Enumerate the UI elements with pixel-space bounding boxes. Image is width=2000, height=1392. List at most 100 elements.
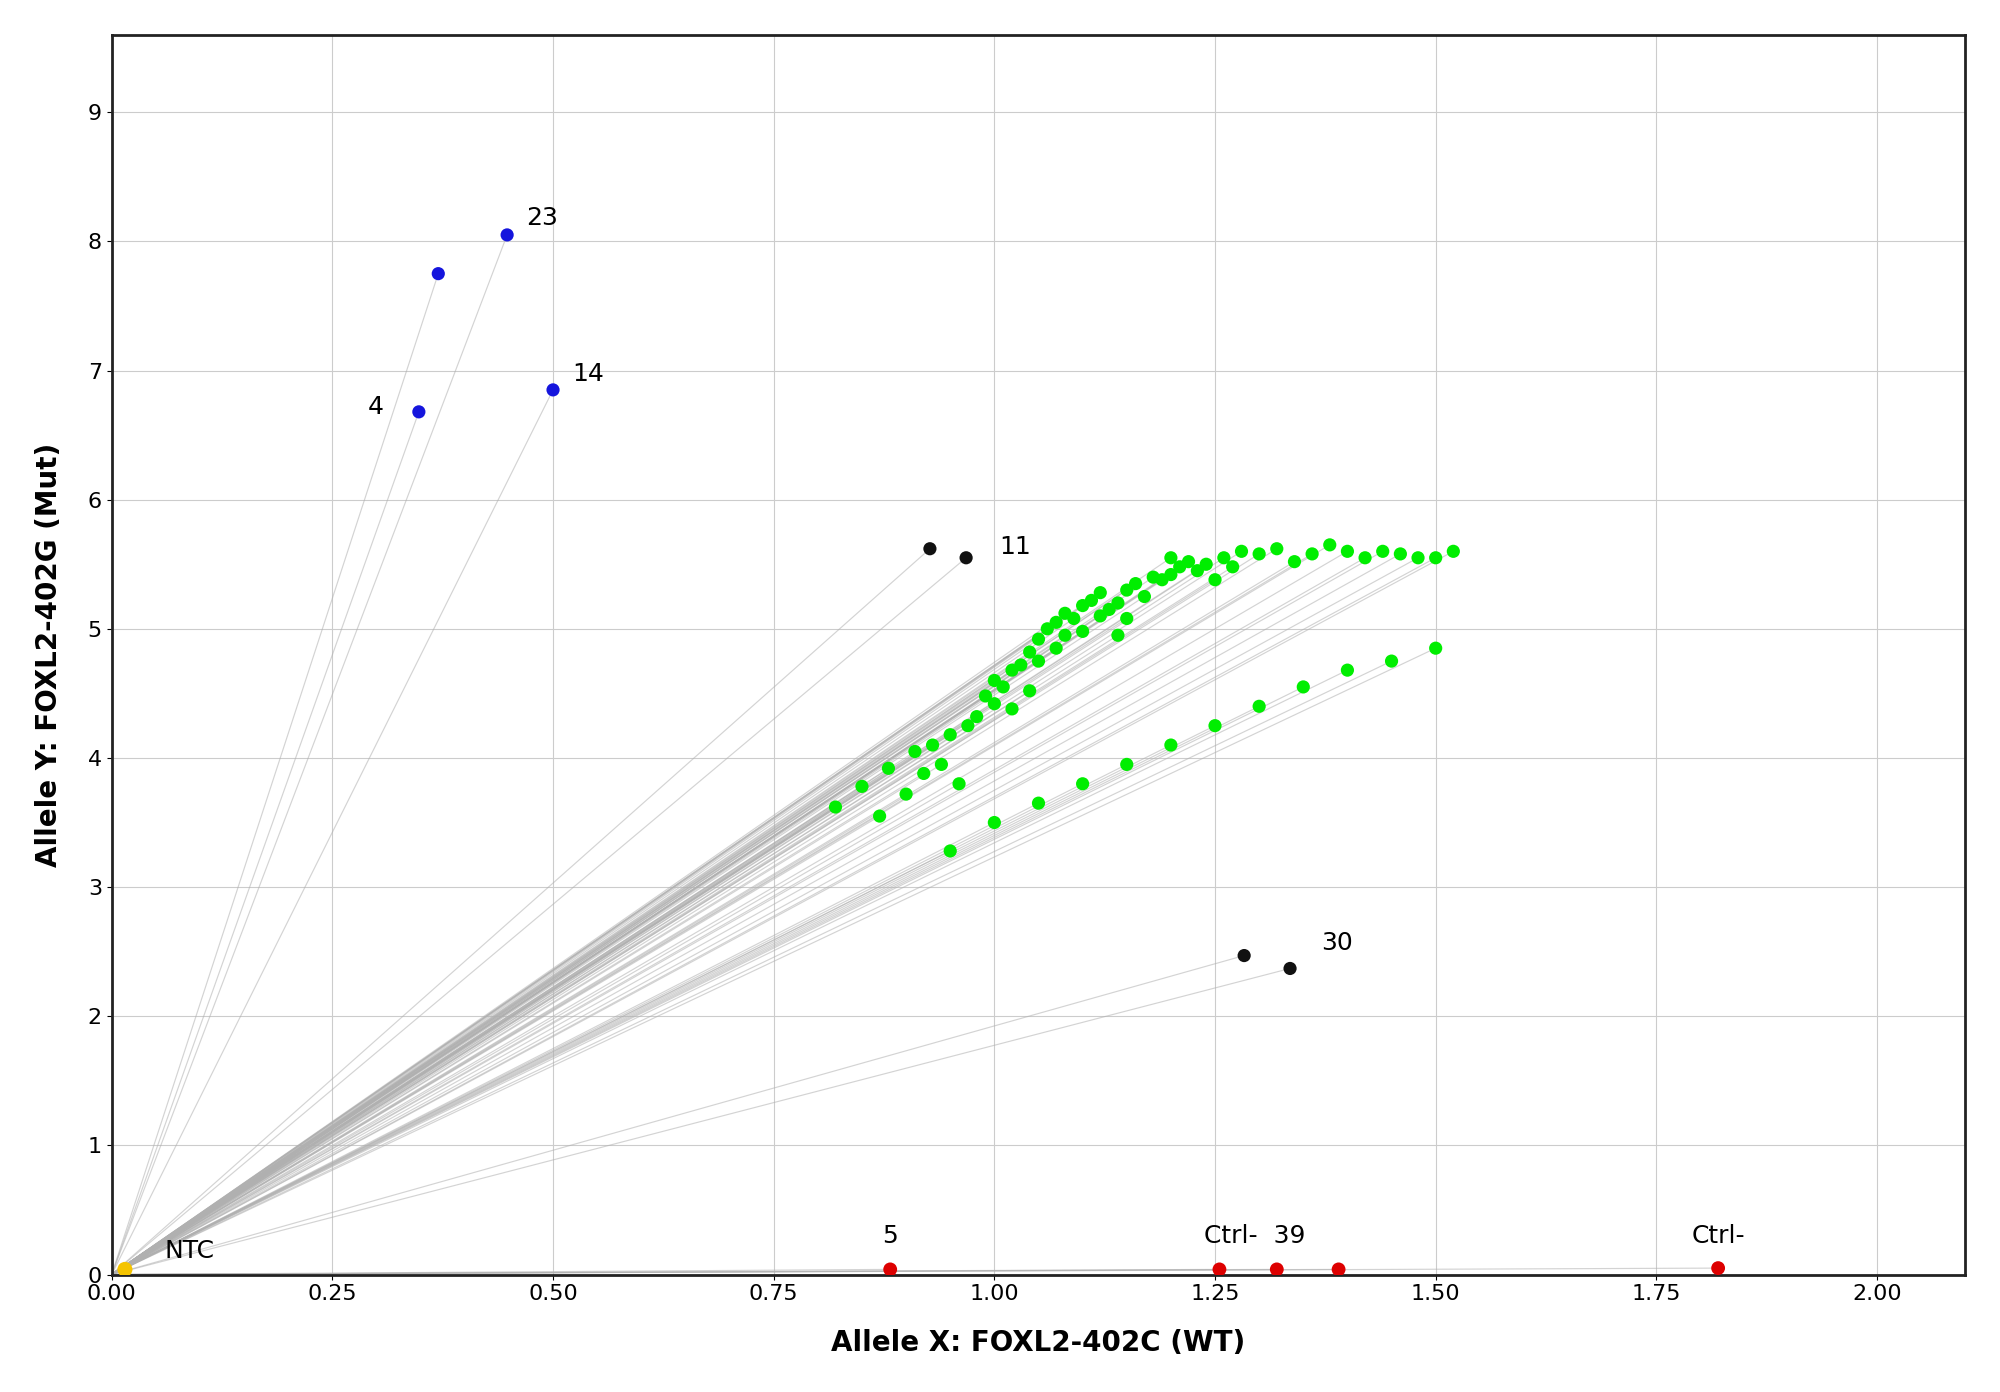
Point xyxy=(1146,568,1178,590)
Text: 4: 4 xyxy=(368,395,384,419)
Point xyxy=(1384,543,1416,565)
Point xyxy=(952,714,984,736)
Point xyxy=(1314,533,1346,555)
Point xyxy=(1228,944,1260,966)
Point xyxy=(1204,1258,1236,1281)
Point xyxy=(988,675,1020,697)
Point xyxy=(1094,599,1126,621)
Point xyxy=(1376,650,1408,672)
Point xyxy=(1154,547,1186,569)
Point xyxy=(1332,540,1364,562)
Point xyxy=(1138,567,1170,589)
Point xyxy=(908,763,940,785)
Text: 11: 11 xyxy=(998,536,1030,560)
Text: 30: 30 xyxy=(1320,931,1352,955)
Point xyxy=(1200,714,1232,736)
Point xyxy=(950,547,982,569)
Point xyxy=(978,670,1010,692)
Point xyxy=(1702,1257,1734,1279)
Point xyxy=(1322,1258,1354,1281)
Point xyxy=(978,812,1010,834)
Point xyxy=(1022,628,1054,650)
Point xyxy=(1076,589,1108,611)
Point xyxy=(874,1258,906,1281)
Point xyxy=(1288,675,1320,697)
Point xyxy=(1226,540,1258,562)
Point xyxy=(1022,792,1054,814)
Text: NTC: NTC xyxy=(164,1239,214,1264)
Point xyxy=(1350,547,1382,569)
Text: 14: 14 xyxy=(572,362,604,387)
Point xyxy=(960,706,992,728)
Point xyxy=(1040,611,1072,633)
Point xyxy=(1110,607,1142,629)
Point xyxy=(1154,564,1186,586)
Point xyxy=(872,757,904,780)
Point xyxy=(890,782,922,805)
Point xyxy=(846,775,878,798)
Point xyxy=(1190,553,1222,575)
Point xyxy=(1260,537,1292,560)
Point xyxy=(1244,695,1276,717)
Y-axis label: Allele Y: FOXL2-402G (Mut): Allele Y: FOXL2-402G (Mut) xyxy=(34,443,62,867)
Text: Ctrl-  39: Ctrl- 39 xyxy=(1204,1224,1306,1247)
Point xyxy=(1366,540,1398,562)
Point xyxy=(914,537,946,560)
Point xyxy=(108,1258,140,1281)
Point xyxy=(1066,773,1098,795)
Point xyxy=(402,401,434,423)
Point xyxy=(1216,555,1248,578)
Point xyxy=(1066,621,1098,643)
Point xyxy=(1032,618,1064,640)
Point xyxy=(1058,607,1090,629)
Point xyxy=(820,796,852,818)
Point xyxy=(1014,679,1046,702)
Text: Ctrl-: Ctrl- xyxy=(1692,1224,1744,1247)
Point xyxy=(934,839,966,862)
Point xyxy=(926,753,958,775)
Point xyxy=(1438,540,1470,562)
Point xyxy=(1244,543,1276,565)
Point xyxy=(1102,624,1134,646)
Point xyxy=(1102,592,1134,614)
Point xyxy=(1022,650,1054,672)
Point xyxy=(1274,958,1306,980)
Point xyxy=(1200,568,1232,590)
Point xyxy=(1110,579,1142,601)
X-axis label: Allele X: FOXL2-402C (WT): Allele X: FOXL2-402C (WT) xyxy=(832,1329,1246,1357)
Point xyxy=(1420,638,1452,660)
Point xyxy=(1084,582,1116,604)
Point xyxy=(978,693,1010,715)
Point xyxy=(1278,550,1310,572)
Point xyxy=(422,263,454,285)
Point xyxy=(492,224,524,246)
Text: 5: 5 xyxy=(882,1224,898,1247)
Point xyxy=(1296,543,1328,565)
Point xyxy=(1208,547,1240,569)
Point xyxy=(1120,572,1152,594)
Point xyxy=(1066,594,1098,617)
Point xyxy=(1048,603,1080,625)
Point xyxy=(1420,547,1452,569)
Point xyxy=(1014,640,1046,663)
Point xyxy=(944,773,976,795)
Point xyxy=(1164,555,1196,578)
Point xyxy=(970,685,1002,707)
Point xyxy=(1110,753,1142,775)
Point xyxy=(1332,658,1364,681)
Point xyxy=(1260,1258,1292,1281)
Point xyxy=(1402,547,1434,569)
Point xyxy=(1040,638,1072,660)
Point xyxy=(996,658,1028,681)
Point xyxy=(1004,654,1036,677)
Point xyxy=(1182,560,1214,582)
Point xyxy=(1048,624,1080,646)
Text: 23: 23 xyxy=(526,206,558,230)
Point xyxy=(1154,734,1186,756)
Point xyxy=(916,734,948,756)
Point xyxy=(934,724,966,746)
Point xyxy=(1084,604,1116,626)
Point xyxy=(1128,586,1160,608)
Point xyxy=(996,697,1028,720)
Point xyxy=(864,805,896,827)
